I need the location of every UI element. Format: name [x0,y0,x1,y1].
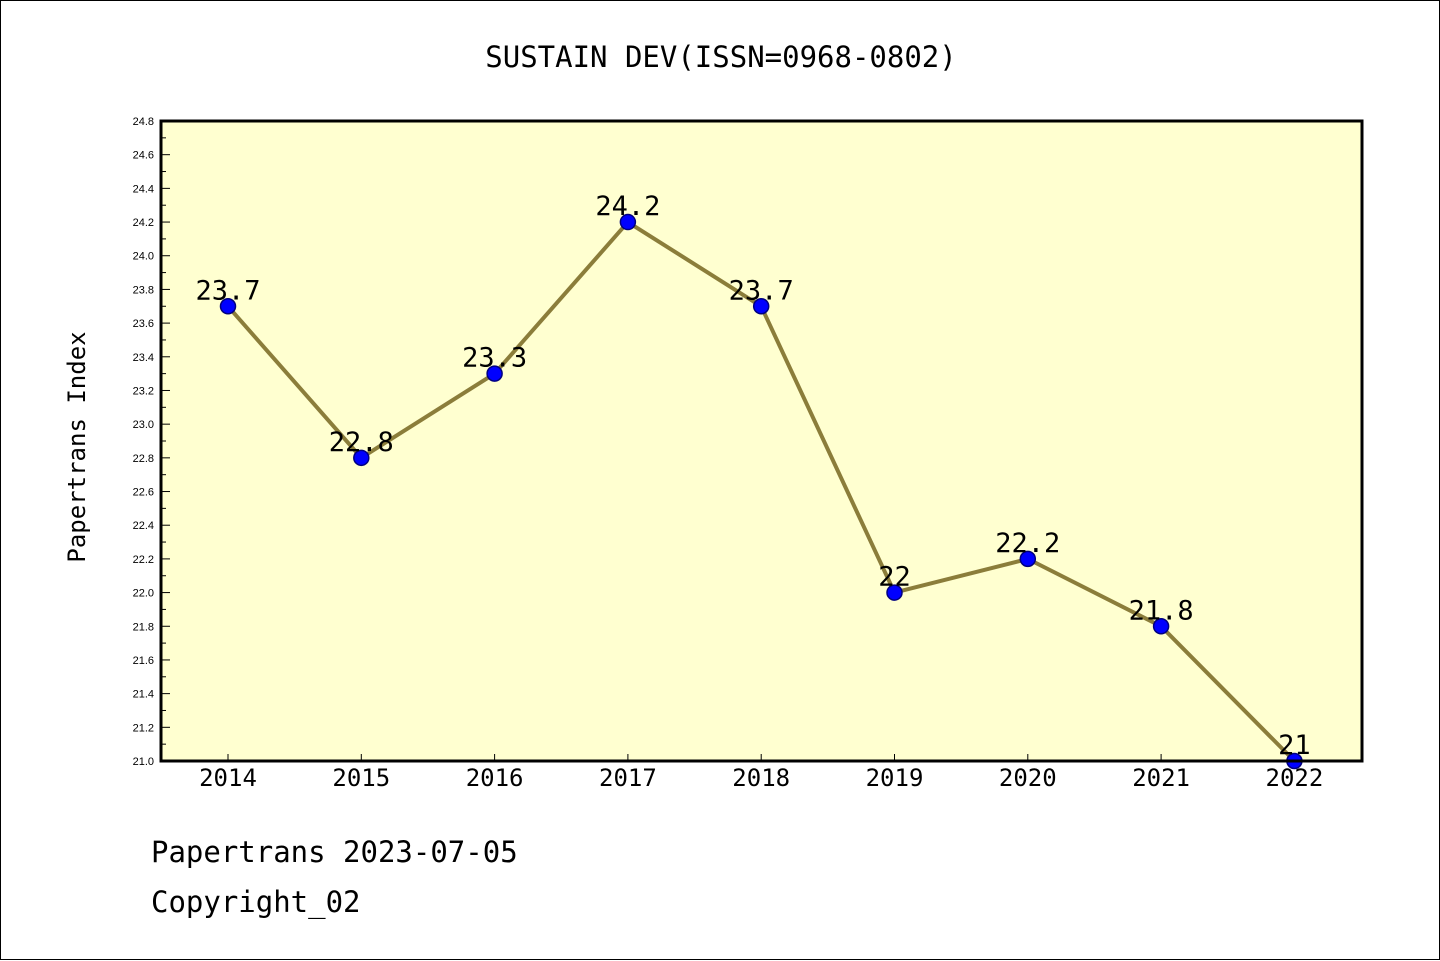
x-tick-label: 2018 [732,764,790,792]
data-label: 22.2 [995,528,1060,559]
data-point [219,298,237,315]
y-tick-label: 21.6 [133,655,154,667]
y-tick-label: 22.2 [133,554,154,566]
x-tick-label: 2020 [999,764,1057,792]
y-tick-label: 24.2 [133,217,154,229]
data-point [1019,550,1037,568]
y-tick-label: 22.8 [133,453,154,465]
y-axis-ticks: 21.0 21.2 21.4 21.6 21.8 22.0 22.2 22.4 22.6 22.8… [133,116,170,768]
y-tick-label: 23.4 [133,352,154,364]
y-tick-label: 23.2 [133,385,154,397]
y-tick-label: 24.0 [133,251,154,263]
plot-border [159,119,1364,763]
data-label: 21 [1278,730,1311,761]
data-point [752,298,770,315]
y-tick-label: 22.6 [133,487,154,499]
y-tick-label: 21.8 [133,621,154,633]
y-tick-label: 24.6 [133,150,154,162]
y-tick-label: 21.2 [133,722,154,734]
data-point [353,449,370,467]
data-point [886,584,903,601]
data-label: 22.8 [329,427,394,458]
y-tick-label: 22.0 [133,588,154,600]
data-label: 23.7 [729,275,794,306]
data-labels: 23.7 22.8 23.3 24.2 23.7 22 22.2 21.8 21 [195,191,1310,761]
y-tick-label: 23.0 [133,419,154,431]
y-axis-label: Papertrans Index [63,331,91,562]
y-tick-label: 23.6 [133,318,154,330]
data-label: 23.7 [195,275,260,306]
data-point [619,213,637,231]
footer-date: Papertrans 2023-07-05 [151,835,518,869]
footer-copyright: Copyright_02 [151,885,361,919]
y-tick-label: 24.4 [133,183,154,195]
data-label: 21.8 [1129,595,1194,626]
x-tick-label: 2015 [332,764,390,792]
y-tick-label: 22.4 [133,520,154,532]
y-tick-label: 24.8 [133,116,154,128]
x-tick-label: 2021 [1132,764,1190,792]
data-point [486,365,503,382]
x-tick-label: 2016 [466,764,524,792]
x-tick-label: 2014 [199,764,257,792]
y-tick-label: 21.4 [133,689,154,701]
data-label: 22 [878,562,911,593]
data-label: 23.3 [462,343,527,374]
x-tick-label: 2017 [599,764,657,792]
plot-area [161,121,1362,761]
data-point [1152,618,1170,635]
chart-title: SUSTAIN DEV(ISSN=0968-0802) [485,40,956,74]
x-tick-label: 2019 [866,764,924,792]
data-label: 24.2 [595,191,660,222]
y-tick-label: 23.8 [133,284,154,296]
y-tick-label: 21.0 [133,756,154,768]
